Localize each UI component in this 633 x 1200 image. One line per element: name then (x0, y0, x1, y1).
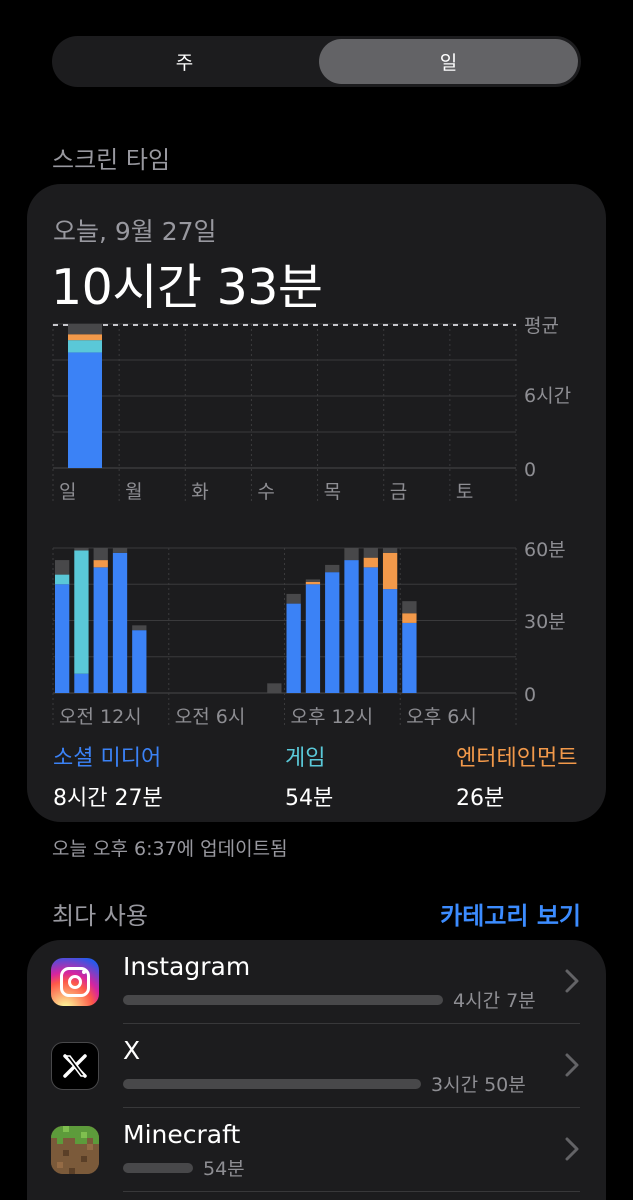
week-tab[interactable]: 주 (175, 52, 194, 74)
app-name: Minecraft (123, 1120, 241, 1149)
instagram-icon (51, 958, 99, 1006)
bar-segment (363, 557, 378, 568)
date-label: 오늘, 9월 27일 (53, 217, 217, 246)
x-label-hour: 오후 12시 (291, 706, 374, 728)
bar-segment (286, 593, 301, 604)
app-name: Instagram (123, 952, 251, 981)
app-row-instagram[interactable]: Instagram 4시간 7분 (27, 940, 606, 1024)
usage-bar (123, 1079, 421, 1089)
chevron-right-icon (565, 1053, 579, 1077)
period-segmented-control: 주 일 (52, 36, 581, 87)
bar-segment (325, 572, 340, 693)
y-label-zero: 0 (524, 459, 536, 481)
category-game[interactable]: 게임 54분 (285, 740, 333, 812)
bar-segment (132, 630, 147, 693)
category-social[interactable]: 소셜 미디어 8시간 27분 (53, 740, 163, 812)
usage-time: 4시간 7분 (453, 990, 536, 1012)
x-label-day: 일 (59, 481, 76, 503)
app-row-x[interactable]: X 3시간 50분 (27, 1024, 606, 1108)
x-label-day: 월 (125, 481, 142, 503)
usage-bar (123, 995, 443, 1005)
bar-segment (363, 548, 378, 558)
usage-time: 3시간 50분 (431, 1074, 526, 1096)
show-categories-link[interactable]: 카테고리 보기 (440, 902, 581, 930)
bar-segment (74, 550, 89, 674)
updated-label: 오늘 오후 6:37에 업데이트됨 (52, 838, 288, 860)
screen-time-charts: 평균 6시간 0 일 월 화 수 목 금 토 60분 30분 0 오전 12시 오전 6시 오후 12시 오후 … (52, 315, 571, 728)
y-label-zero: 0 (524, 684, 536, 706)
bar-segment (112, 552, 128, 693)
usage-bar (123, 1163, 193, 1173)
app-row-minecraft[interactable]: Minecraft 54분 (27, 1108, 606, 1192)
bar-segment (93, 560, 108, 568)
bar-segment (93, 567, 108, 693)
bar-segment (382, 552, 398, 590)
bar-segment (402, 613, 417, 623)
category-entertainment-name: 엔터테인먼트 (456, 746, 578, 771)
screen-time-card[interactable]: 오늘, 9월 27일 10시간 33분 평균 6시간 0 일 월 화 수 목 금 토 60분 30분 0… (27, 184, 606, 822)
usage-time: 54분 (203, 1158, 245, 1180)
chevron-right-icon (565, 969, 579, 993)
category-social-value: 8시간 27분 (53, 786, 163, 811)
app-name: X (123, 1036, 141, 1065)
x-label-day: 토 (456, 481, 473, 503)
bar-segment (55, 584, 70, 693)
bar-segment (55, 574, 70, 585)
category-social-name: 소셜 미디어 (53, 746, 162, 771)
y-label-30: 30분 (524, 611, 566, 633)
category-entertainment-value: 26분 (456, 786, 505, 811)
bar-segment (267, 683, 282, 693)
y-label-average: 평균 (524, 315, 559, 337)
x-label-day: 금 (390, 481, 407, 503)
category-entertainment[interactable]: 엔터테인먼트 26분 (456, 740, 577, 812)
bar-segment (402, 601, 417, 614)
chevron-right-icon (565, 1137, 579, 1161)
x-label-hour: 오후 6시 (406, 706, 477, 728)
bar-segment (382, 589, 398, 693)
bar-segment (112, 548, 128, 553)
bar-segment (74, 673, 89, 693)
bar-segment (55, 560, 70, 575)
bar-segment (93, 548, 108, 561)
total-time: 10시간 33분 (51, 259, 323, 316)
x-label-day: 목 (324, 481, 341, 503)
bar-segment (68, 352, 102, 468)
bar-segment (132, 625, 147, 631)
x-label-hour: 오전 6시 (175, 706, 246, 728)
bar-segment (74, 548, 89, 551)
screen-time-title: 스크린 타임 (52, 146, 171, 174)
y-label-60: 60분 (524, 539, 566, 561)
bar-segment (305, 579, 321, 582)
category-game-value: 54분 (285, 786, 334, 811)
bar-segment (402, 622, 417, 693)
day-tab[interactable]: 일 (319, 39, 578, 84)
bar-segment (68, 324, 102, 335)
bar-segment (305, 581, 321, 585)
bar-segment (68, 334, 102, 341)
minecraft-icon (51, 1126, 99, 1174)
category-game-name: 게임 (285, 746, 326, 771)
x-icon (51, 1042, 99, 1090)
bar-segment (344, 560, 359, 693)
bar-segment (286, 603, 301, 693)
bar-segment (344, 548, 359, 561)
most-used-title: 최다 사용 (52, 902, 148, 930)
bar-segment (68, 340, 102, 353)
x-label-day: 화 (191, 481, 208, 503)
most-used-list: Instagram 4시간 7분 X 3시간 50분 (27, 940, 606, 1200)
bar-segment (382, 548, 398, 553)
y-label-mid: 6시간 (524, 385, 571, 407)
x-label-day: 수 (257, 481, 274, 503)
bar-segment (305, 584, 321, 693)
x-label-hour: 오전 12시 (59, 706, 142, 728)
bar-segment (363, 567, 378, 693)
bar-segment (325, 564, 340, 573)
